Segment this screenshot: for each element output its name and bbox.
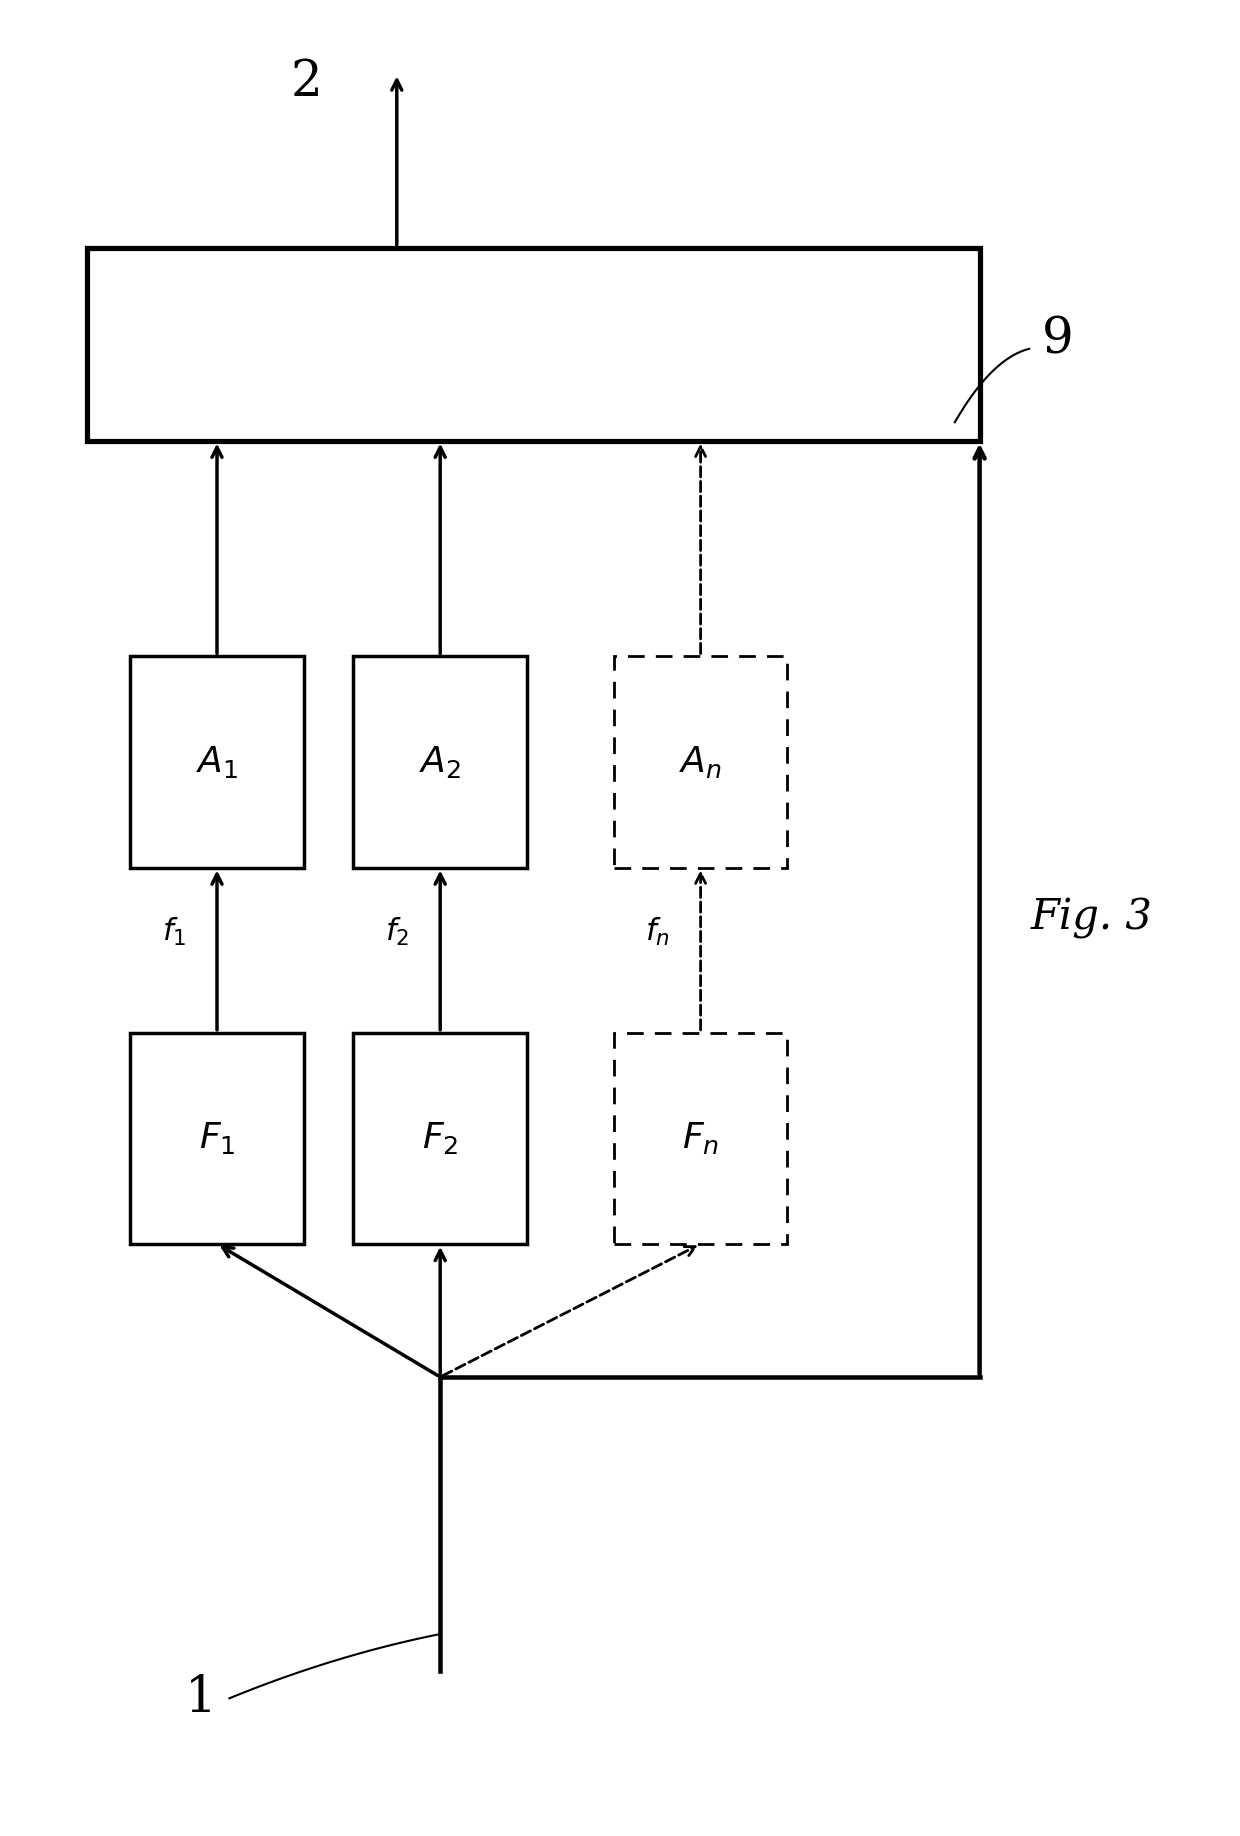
Bar	[614, 1032, 787, 1245]
Text: $F_n$: $F_n$	[682, 1120, 719, 1157]
Bar	[87, 248, 980, 441]
Text: 2: 2	[290, 59, 322, 106]
Bar	[130, 1032, 304, 1245]
Text: Fig. 3: Fig. 3	[1030, 898, 1152, 938]
Text: $A_1$: $A_1$	[196, 744, 238, 780]
Bar	[614, 657, 787, 868]
Text: $f_1$: $f_1$	[161, 916, 186, 947]
Text: 9: 9	[1042, 316, 1074, 364]
Bar	[353, 1032, 527, 1245]
Text: $F_2$: $F_2$	[422, 1120, 459, 1157]
Text: $f_2$: $f_2$	[384, 916, 409, 947]
Text: $A_2$: $A_2$	[419, 744, 461, 780]
Text: 1: 1	[185, 1674, 217, 1722]
Text: $f_n$: $f_n$	[645, 916, 670, 947]
Text: $F_1$: $F_1$	[198, 1120, 236, 1157]
Bar	[130, 657, 304, 868]
Text: $A_n$: $A_n$	[680, 744, 722, 780]
Bar	[353, 657, 527, 868]
